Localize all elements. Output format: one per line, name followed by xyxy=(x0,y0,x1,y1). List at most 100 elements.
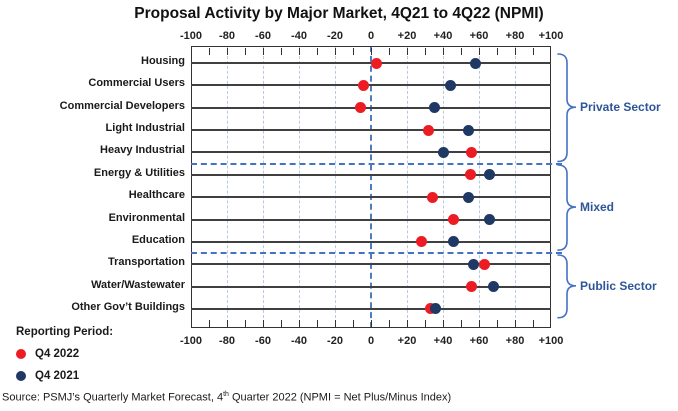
category-label: Housing xyxy=(141,55,185,67)
sector-brace xyxy=(557,52,577,162)
axis-tick-top xyxy=(227,47,228,55)
source-note-text: Source: PSMJ’s Quarterly Market Forecast… xyxy=(2,391,224,404)
axis-tick-label-top: -20 xyxy=(327,30,343,42)
sector-label: Private Sector xyxy=(580,99,661,114)
data-point-q4-2021 xyxy=(469,57,481,69)
plot-frame xyxy=(191,46,551,328)
category-label: Light Industrial xyxy=(105,122,185,135)
axis-tick-bottom xyxy=(335,319,336,327)
axis-tick-top xyxy=(515,47,516,55)
data-point-q4-2022 xyxy=(448,214,460,226)
blue-dot-icon xyxy=(16,371,26,381)
axis-tick-label-bottom: -60 xyxy=(255,335,271,347)
axis-tick-bottom xyxy=(245,319,246,327)
axis-tick-bottom xyxy=(281,319,282,327)
axis-tick-bottom xyxy=(425,319,426,327)
row-line xyxy=(191,218,551,221)
category-label: Heavy Industrial xyxy=(100,144,185,157)
axis-tick-top xyxy=(263,47,264,55)
data-point-q4-2021 xyxy=(487,281,499,293)
axis-tick-bottom xyxy=(389,319,390,327)
category-label: Education xyxy=(131,233,185,246)
axis-tick-label-bottom: +60 xyxy=(469,335,489,347)
axis-tick-label-bottom: +80 xyxy=(505,335,525,347)
data-point-q4-2022 xyxy=(464,169,476,181)
axis-tick-top xyxy=(317,47,318,55)
category-label: Other Gov’t Buildings xyxy=(71,300,185,313)
axis-tick-label-bottom: -80 xyxy=(219,335,235,347)
red-dot-icon xyxy=(16,349,26,359)
legend: Reporting Period: Q4 2022 Q4 2021 xyxy=(16,326,113,392)
axis-tick-label-top: -100 xyxy=(179,30,203,42)
row-line xyxy=(191,151,551,154)
source-note-suffix: Quarter 2022 (NPMI = Net Plus/Minus Inde… xyxy=(228,391,452,404)
data-point-q4-2021 xyxy=(430,303,442,315)
row-line xyxy=(191,263,551,266)
data-point-q4-2021 xyxy=(484,214,496,226)
data-point-q4-2021 xyxy=(444,79,456,91)
axis-tick-label-bottom: +20 xyxy=(397,335,417,347)
sector-brace-path xyxy=(557,253,577,319)
sector-brace-path xyxy=(557,164,577,252)
row-line xyxy=(191,196,551,199)
grid-line xyxy=(478,46,480,328)
grid-line xyxy=(262,46,264,328)
grid-line xyxy=(334,46,336,328)
data-point-q4-2021 xyxy=(448,236,460,248)
axis-tick-top xyxy=(533,47,534,55)
axis-tick-label-top: -80 xyxy=(219,30,235,42)
category-label: Commercial Users xyxy=(88,77,185,90)
axis-tick-bottom xyxy=(299,319,300,327)
data-point-q4-2021 xyxy=(468,258,480,270)
sector-label: Mixed xyxy=(580,200,615,215)
axis-tick-label-top: +20 xyxy=(397,30,417,42)
axis-tick-bottom xyxy=(533,319,534,327)
grid-line xyxy=(514,46,516,328)
axis-tick-top xyxy=(479,47,480,55)
legend-label-q4-2021: Q4 2021 xyxy=(35,370,80,382)
legend-heading: Reporting Period: xyxy=(16,326,114,338)
sector-brace xyxy=(557,253,577,319)
axis-tick-label-top: -40 xyxy=(291,30,307,42)
legend-item-q4-2022: Q4 2022 xyxy=(16,348,113,360)
category-label: Healthcare xyxy=(128,189,185,202)
data-point-q4-2021 xyxy=(437,146,449,158)
axis-tick-bottom xyxy=(515,319,516,327)
axis-tick-bottom xyxy=(479,319,480,327)
zero-line xyxy=(370,46,372,328)
data-point-q4-2021 xyxy=(484,169,496,181)
data-point-q4-2022 xyxy=(426,191,438,203)
category-label: Transportation xyxy=(107,256,185,269)
axis-tick-top xyxy=(335,47,336,55)
row-line xyxy=(191,129,551,132)
axis-tick-bottom xyxy=(263,319,264,327)
axis-tick-label-bottom: -100 xyxy=(179,335,203,347)
axis-tick-top xyxy=(245,47,246,55)
row-line xyxy=(191,240,551,243)
row-line xyxy=(191,106,551,109)
axis-tick-bottom xyxy=(443,319,444,327)
sector-brace-path xyxy=(557,52,577,162)
category-label: Commercial Developers xyxy=(59,99,185,112)
axis-tick-label-bottom: -40 xyxy=(291,335,307,347)
data-point-q4-2022 xyxy=(478,258,490,270)
category-label: Energy & Utilities xyxy=(93,166,185,179)
category-label: Water/Wastewater xyxy=(91,278,185,291)
legend-item-q4-2021: Q4 2021 xyxy=(16,370,113,382)
axis-tick-bottom xyxy=(497,319,498,327)
axis-tick-top xyxy=(407,47,408,55)
axis-tick-top xyxy=(353,47,354,55)
category-label: Environmental xyxy=(108,211,185,224)
row-line xyxy=(191,84,551,87)
axis-tick-top xyxy=(389,47,390,55)
chart-title: Proposal Activity by Major Market, 4Q21 … xyxy=(134,5,544,22)
sector-separator xyxy=(191,252,562,255)
sector-separator xyxy=(191,162,562,165)
axis-tick-bottom xyxy=(227,319,228,327)
axis-tick-label-bottom: 0 xyxy=(367,335,375,347)
data-point-q4-2021 xyxy=(462,191,474,203)
axis-tick-label-top: +60 xyxy=(469,30,489,42)
row-line xyxy=(191,173,551,176)
